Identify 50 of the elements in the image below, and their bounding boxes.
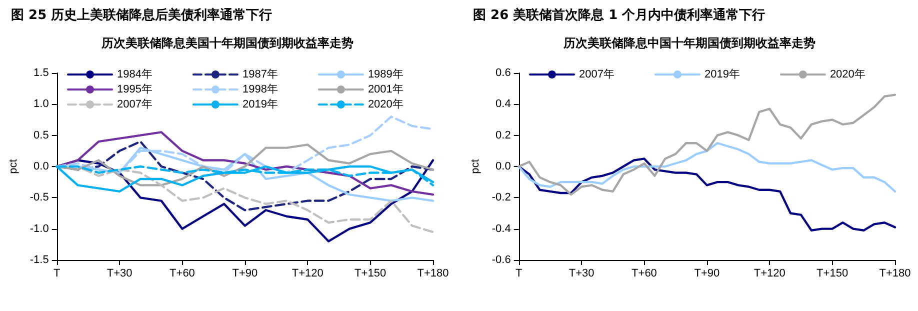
y-tick-label: -0.2 — [492, 192, 511, 204]
y-tick-label: 0.6 — [496, 67, 511, 79]
legend-label: 1989年 — [368, 68, 404, 80]
legend-label: 1995年 — [117, 84, 152, 96]
x-tick-label: T+120 — [754, 268, 786, 280]
legend-label: 2019年 — [242, 98, 278, 110]
legend-label: 2001年 — [368, 84, 404, 96]
legend-label: 2019年 — [704, 68, 740, 80]
legend-label: 2007年 — [117, 98, 152, 110]
x-tick-label: T+30 — [106, 268, 132, 280]
legend-label: 1984年 — [117, 68, 152, 80]
y-tick-label: 0.4 — [496, 98, 511, 110]
legend-label: 2007年 — [579, 68, 614, 80]
x-tick-label: T+180 — [417, 268, 449, 280]
legend-label: 2020年 — [368, 98, 404, 110]
x-tick-label: T+60 — [170, 268, 195, 280]
x-tick-label: T+60 — [632, 268, 657, 280]
legend-label: 1998年 — [242, 84, 278, 96]
y-tick-label: -0.4 — [492, 222, 511, 235]
chart-title: 图 26 美联储首次降息 1 个月内中债利率通常下行 — [473, 7, 766, 23]
line-series — [518, 142, 896, 193]
y-tick-label: -1.0 — [30, 222, 49, 235]
x-tick-label: T+90 — [694, 268, 720, 280]
x-tick-label: T+150 — [816, 268, 848, 280]
y-tick-label: 1.0 — [34, 98, 49, 110]
x-tick-label: T+120 — [292, 268, 324, 280]
chart-subtitle: 历次美联储降息美国十年期国债到期收益率走势 — [100, 36, 354, 50]
y-tick-label: 0.2 — [496, 129, 511, 142]
legend-label: 2020年 — [830, 68, 866, 80]
x-tick-label: T — [53, 268, 60, 280]
line-series — [518, 94, 896, 196]
chart-title: 图 25 历史上美联储降息后美债利率通常下行 — [11, 7, 272, 23]
legend-label: 1987年 — [242, 68, 278, 80]
y-tick-label: -1.5 — [30, 254, 49, 266]
x-tick-label: T+90 — [232, 268, 258, 280]
y-tick-label: 0.0 — [34, 160, 49, 172]
y-tick-label: 1.5 — [34, 67, 49, 79]
x-tick-label: T+150 — [354, 268, 386, 280]
x-tick-label: T — [515, 268, 522, 280]
y-axis-title: pct — [470, 159, 482, 174]
x-tick-label: T+180 — [879, 268, 911, 280]
line-series — [56, 131, 434, 196]
y-tick-label: 0.5 — [34, 129, 49, 142]
y-tick-label: -0.5 — [30, 192, 49, 204]
chart-subtitle: 历次美联储降息中国十年期国债到期收益率走势 — [562, 36, 816, 50]
y-axis-title: pct — [8, 159, 20, 174]
line-series — [518, 158, 896, 232]
y-tick-label: -0.6 — [492, 254, 511, 266]
x-tick-label: T+30 — [568, 268, 594, 280]
y-tick-label: 0.0 — [496, 160, 511, 172]
